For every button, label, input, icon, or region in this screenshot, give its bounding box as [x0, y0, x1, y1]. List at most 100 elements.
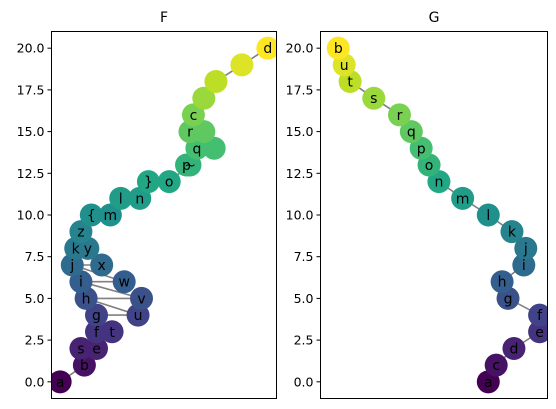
- panel-g-point-label: e: [535, 325, 544, 341]
- panel-f-point-label: b: [80, 358, 89, 374]
- panel-g-point: [387, 103, 411, 127]
- panel-f-point-label: s: [77, 341, 84, 357]
- panel-g-y-tick-label: 17.5: [286, 82, 314, 97]
- panel-f-point: [130, 286, 153, 310]
- panel-f-point: [192, 86, 216, 110]
- panel-f-point: [157, 170, 181, 194]
- panel-f-point: [85, 303, 108, 327]
- panel-f-point-label: r: [187, 125, 193, 141]
- panel-f-point: [100, 320, 124, 344]
- panel-g-point-label: b: [334, 41, 343, 57]
- panel-f-y-tick-label: 15.0: [17, 124, 45, 139]
- panel-g-point: [500, 220, 524, 244]
- panel-g-y-tick-label: 7.5: [294, 249, 314, 264]
- panel-f-title: F: [160, 10, 168, 26]
- panel-f-point-label: f: [94, 325, 100, 341]
- panel-g-point-label: n: [434, 175, 443, 191]
- panel-f-point-label: n: [135, 191, 144, 207]
- panel-f-point: [109, 186, 133, 210]
- panel-g-y-tick-label: 15.0: [286, 124, 314, 139]
- panel-f-point: [230, 53, 254, 77]
- panel-g-point: [399, 120, 423, 144]
- panel-f-y-tick-label: 17.5: [17, 82, 45, 97]
- panel-g-point: [362, 86, 386, 110]
- panel-f-point: [175, 153, 198, 177]
- panel-f-point-label: d: [263, 41, 272, 57]
- panel-f-point: [136, 170, 160, 194]
- panel-g-point-label: r: [397, 108, 403, 124]
- panel-f-point-label: j: [69, 258, 74, 274]
- panel-g-point-label: s: [370, 91, 377, 107]
- panel-g-point-label: q: [407, 125, 416, 141]
- panel-g-point: [409, 136, 433, 160]
- panel-g-point-label: d: [509, 341, 518, 357]
- panel-g-point-label: f: [537, 308, 543, 324]
- panel-g-point-label: c: [492, 358, 500, 374]
- panel-g-point: [326, 36, 350, 60]
- panel-f-point-label: w: [118, 275, 129, 291]
- panel-g-point-label: k: [508, 225, 517, 241]
- panel-f-point: [98, 203, 122, 227]
- panel-f-point-label: h: [82, 291, 91, 307]
- panel-g-point-label: h: [498, 275, 507, 291]
- panel-g-y-tick-label: 2.5: [294, 333, 314, 348]
- panel-f-point: [204, 70, 228, 94]
- panel-f-point-label: l: [119, 191, 123, 207]
- panel-g-y-tick-label: 0.0: [294, 374, 314, 389]
- panel-f-point-label: ~: [184, 158, 196, 174]
- panel-g-point-label: g: [504, 291, 513, 307]
- panel-g-point-label: o: [425, 158, 434, 174]
- panel-f-point: [90, 253, 114, 277]
- panel-g-point-label: j: [523, 241, 528, 257]
- panel-f-point-label: p: [182, 158, 191, 174]
- panel-g-point-label: u: [340, 58, 349, 74]
- panel-g-y-tick-label: 12.5: [286, 166, 314, 181]
- panel-f-point-label: a: [56, 375, 65, 391]
- panel-f-point: [85, 336, 108, 360]
- panel-g-point: [490, 270, 514, 294]
- panel-g-point-label: l: [486, 208, 490, 224]
- panel-g-y-tick-label: 10.0: [286, 208, 314, 223]
- panel-g-point-label: t: [347, 75, 353, 91]
- panel-f-point-label: x: [98, 258, 106, 274]
- panel-f-point-label: c: [190, 108, 198, 124]
- panel-g-y-tick-label: 5.0: [294, 291, 314, 306]
- panel-g-point-label: p: [417, 141, 426, 157]
- panel-g-point: [484, 353, 508, 377]
- panel-f-point-label: v: [137, 291, 145, 307]
- panel-f-y-tick-label: 2.5: [25, 333, 45, 348]
- panel-g-point: [512, 253, 536, 277]
- panel-f-point-label: i: [79, 275, 83, 291]
- panel-f-point: [69, 220, 93, 244]
- panel-g-point-label: a: [484, 375, 493, 391]
- panel-g-point-label: m: [456, 191, 470, 207]
- panel-g-title: G: [429, 10, 440, 26]
- panel-f-point-label: y: [84, 241, 92, 257]
- panel-g-point: [451, 186, 475, 210]
- panel-f-y-tick-label: 0.0: [25, 374, 45, 389]
- panel-f-point: [112, 270, 136, 294]
- panel-f-y-tick-label: 7.5: [25, 249, 45, 264]
- panel-f-point-label: k: [72, 241, 81, 257]
- panel-f-y-tick-label: 5.0: [25, 291, 45, 306]
- panel-f-point: [256, 36, 277, 60]
- panel-f-point: [192, 120, 216, 144]
- panel-f-y-tick-label: 10.0: [17, 208, 45, 223]
- panel-g-point: [502, 336, 526, 360]
- panel-f-point-label: z: [77, 225, 84, 241]
- panel-g-point: [476, 203, 500, 227]
- panel-f-point-label: e: [92, 341, 101, 357]
- panel-f-point-label: }: [144, 175, 153, 191]
- panel-f-point-label: t: [109, 325, 115, 341]
- panel-f-point: [79, 203, 103, 227]
- panel-f-point-label: m: [104, 208, 118, 224]
- panel-f-y-tick-label: 12.5: [17, 166, 45, 181]
- panel-f-point: [181, 103, 205, 127]
